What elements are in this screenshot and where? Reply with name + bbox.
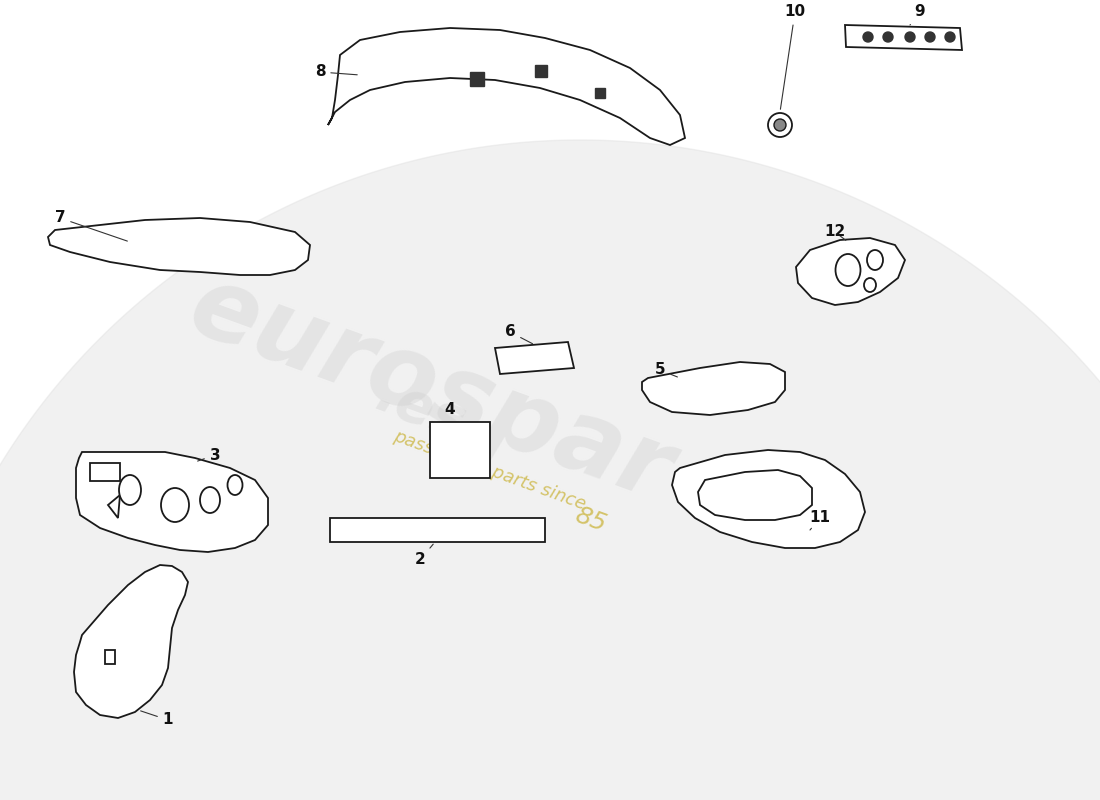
Polygon shape (698, 470, 812, 520)
Bar (90, 463, 120, 481)
Text: 8: 8 (315, 65, 358, 79)
Text: 9: 9 (910, 5, 925, 25)
Ellipse shape (161, 488, 189, 522)
Circle shape (945, 32, 955, 42)
Polygon shape (430, 422, 490, 478)
Polygon shape (330, 518, 544, 542)
Circle shape (925, 32, 935, 42)
Text: 85: 85 (571, 503, 609, 537)
Text: eurospar: eurospar (176, 258, 684, 522)
Polygon shape (108, 495, 120, 518)
Text: 7: 7 (55, 210, 128, 241)
Bar (535, 65, 547, 77)
Circle shape (864, 32, 873, 42)
Text: .es: .es (367, 369, 472, 451)
Ellipse shape (119, 475, 141, 505)
Text: passion for parts since: passion for parts since (392, 426, 588, 514)
Polygon shape (796, 238, 905, 305)
Polygon shape (74, 565, 188, 718)
Polygon shape (0, 140, 1100, 800)
Bar (595, 88, 605, 98)
Polygon shape (642, 362, 785, 415)
Text: 10: 10 (780, 5, 805, 110)
Ellipse shape (867, 250, 883, 270)
Ellipse shape (228, 475, 242, 495)
Bar (104, 650, 116, 664)
Text: 11: 11 (810, 510, 830, 530)
Text: 4: 4 (444, 402, 460, 422)
Text: 12: 12 (824, 225, 846, 240)
Circle shape (774, 119, 786, 131)
Circle shape (883, 32, 893, 42)
Ellipse shape (864, 278, 876, 292)
Polygon shape (48, 218, 310, 275)
Polygon shape (845, 25, 962, 50)
Text: 5: 5 (654, 362, 678, 378)
Text: 3: 3 (198, 447, 220, 462)
Text: 2: 2 (415, 544, 433, 567)
Polygon shape (328, 28, 685, 145)
Polygon shape (495, 342, 574, 374)
Ellipse shape (836, 254, 860, 286)
Circle shape (768, 113, 792, 137)
Ellipse shape (200, 487, 220, 513)
Circle shape (905, 32, 915, 42)
Polygon shape (672, 450, 865, 548)
Text: 6: 6 (505, 325, 532, 344)
Text: 1: 1 (141, 711, 174, 727)
Polygon shape (76, 452, 268, 552)
Bar (470, 72, 484, 86)
